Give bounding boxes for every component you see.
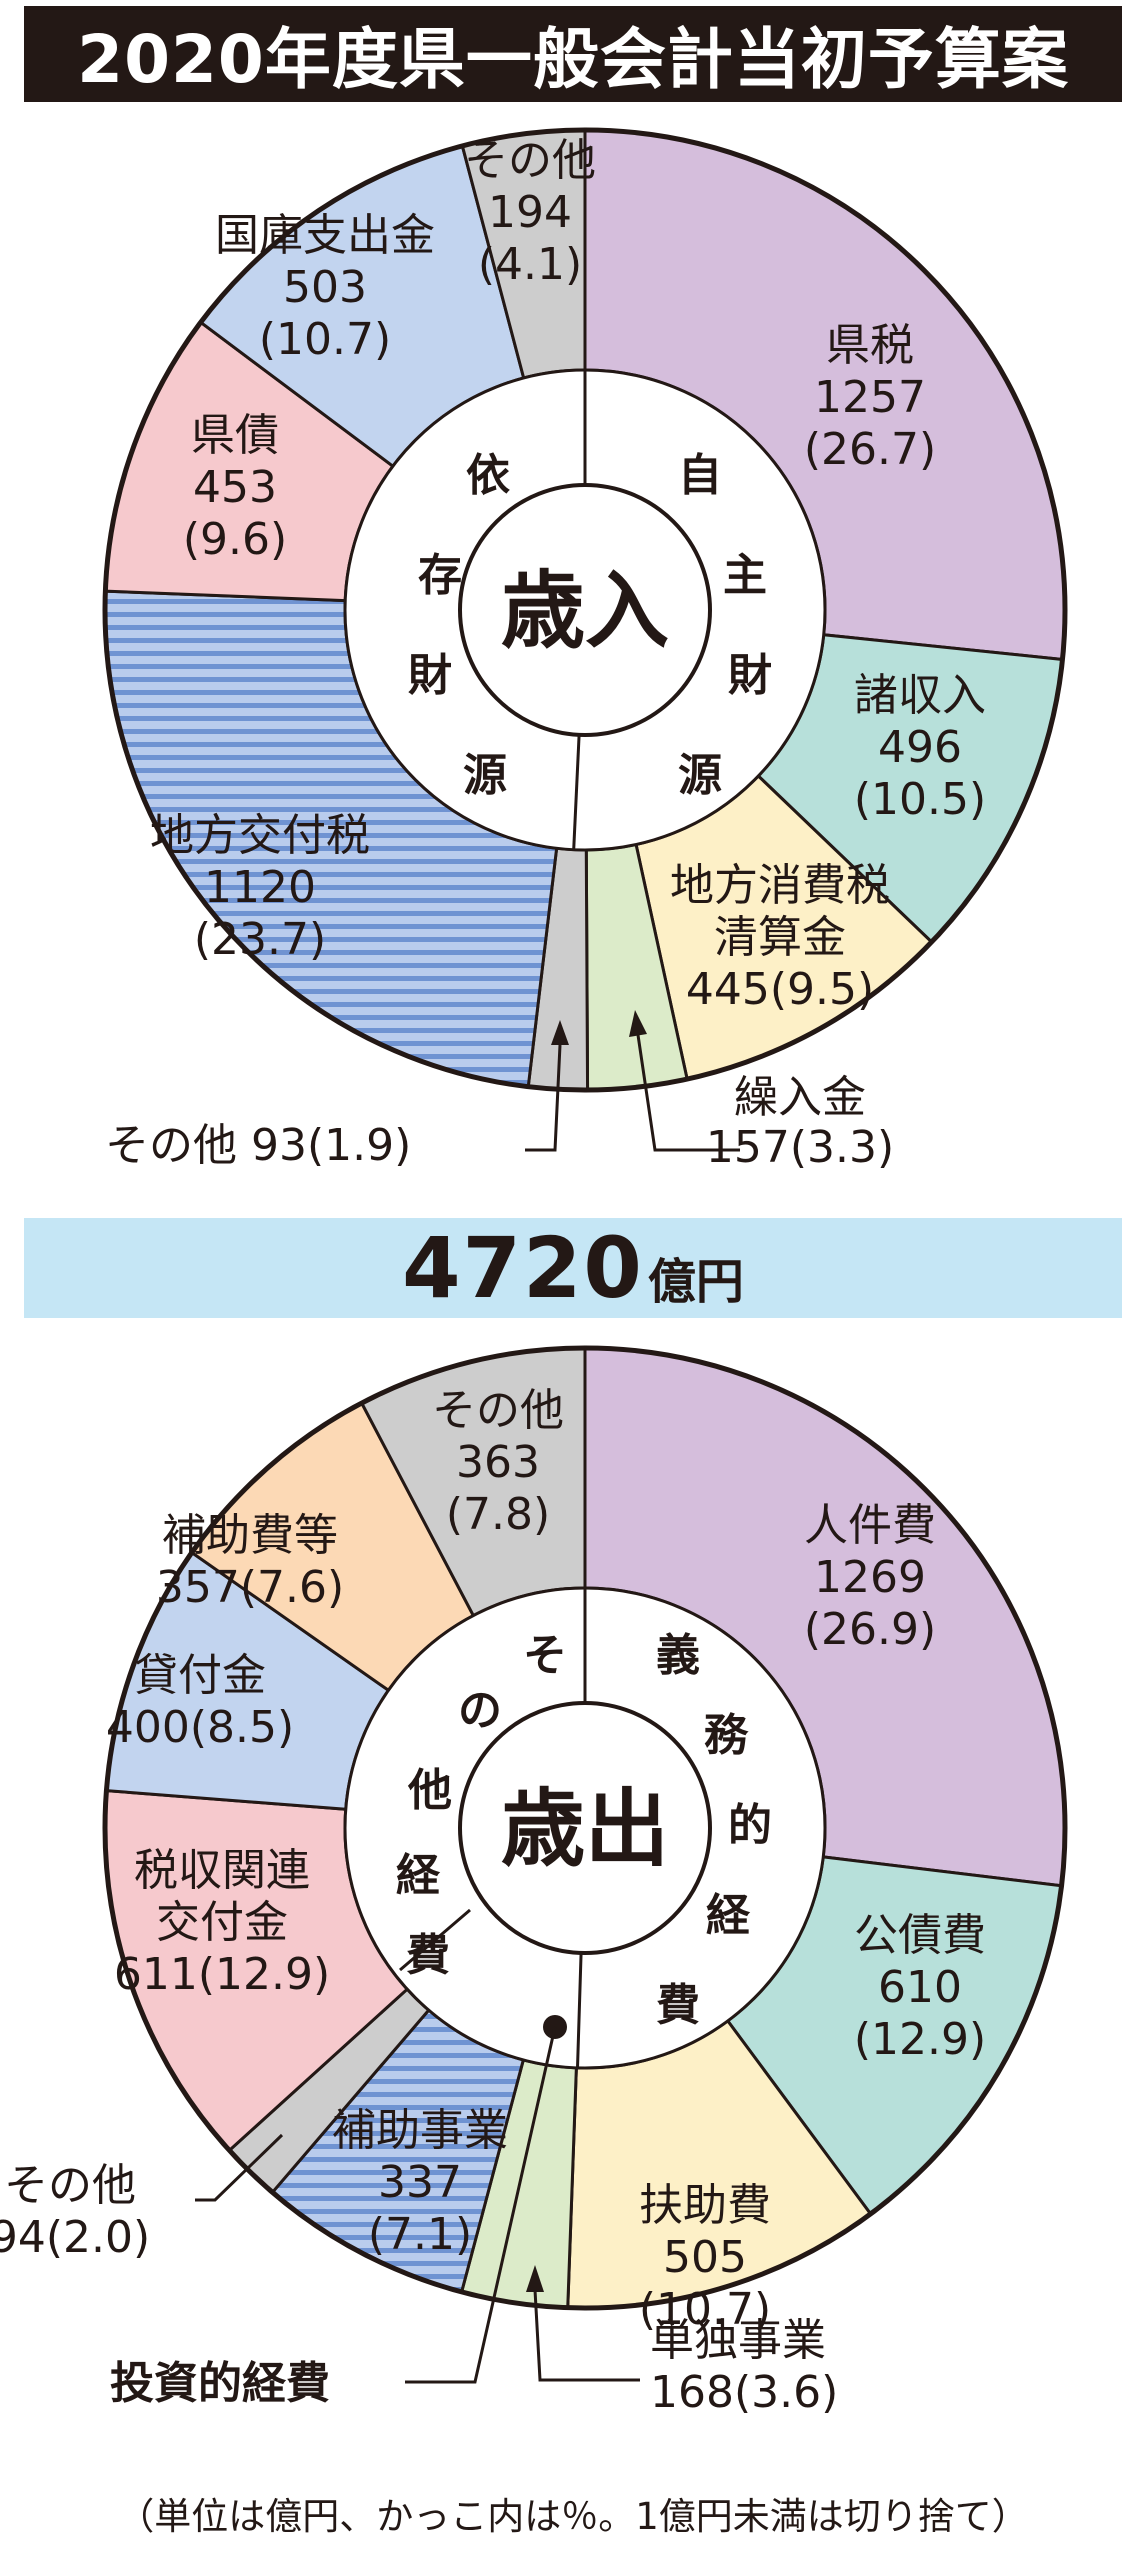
label-shoshunyu: 諸収入 496 (10.5): [854, 670, 986, 825]
arrow-tandoku: [526, 2265, 544, 2292]
label-chihoshohizei: 地方消費税清算金 445(9.5): [670, 860, 890, 1015]
group-char-obligatory: 経: [706, 1890, 751, 1941]
label-kenzei: 県税 1257 (26.7): [804, 320, 936, 475]
label-sonota-363: その他 363 (7.8): [432, 1385, 564, 1540]
group-divider: [575, 1952, 583, 2068]
group-char-self: 主: [723, 550, 767, 601]
label-kurirekin-name: 繰入金: [734, 1072, 866, 1123]
group-char-other: の: [458, 1685, 502, 1736]
label-sonota-93: その他 93(1.9): [105, 1120, 411, 1171]
group-char-other: そ: [523, 1630, 567, 1681]
leader-investment: [405, 2026, 557, 2384]
label-fujohi: 扶助費 505 (10.7): [639, 2180, 771, 2335]
leader-sonota-93: [525, 1044, 562, 1152]
label-kensai: 県債 453 (9.6): [183, 410, 287, 565]
group-char-dependent: 源: [463, 750, 507, 801]
label-zeishu: 税収関連交付金 611(12.9): [114, 1845, 330, 2000]
label-tandoku: 単独事業 168(3.6): [650, 2315, 838, 2418]
group-char-dependent: 財: [408, 650, 452, 701]
group-char-self: 源: [678, 750, 722, 801]
arrow-sonota-93: [551, 1020, 569, 1045]
label-sonota-94: その他 94(2.0): [0, 2160, 150, 2263]
group-char-obligatory: 費: [656, 1980, 700, 2031]
label-kashitsuke: 貸付金 400(8.5): [106, 1650, 294, 1753]
group-char-dependent: 依: [466, 450, 510, 501]
group-char-dependent: 存: [418, 550, 462, 601]
label-chihokofuzei: 地方交付税 1120 (23.7): [150, 810, 370, 965]
leader-kurirekin: [636, 1034, 740, 1152]
label-hojohi: 補助費等 357(7.6): [156, 1510, 344, 1613]
label-hojo-jigyo: 補助事業 337 (7.1): [332, 2105, 508, 2260]
group-char-other: 経: [396, 1850, 441, 1901]
group-char-self: 自: [678, 450, 722, 501]
group-char-self: 財: [728, 650, 772, 701]
group-label-investment: 投資的経費: [110, 2358, 330, 2409]
label-jinkenhi: 人件費 1269 (26.9): [804, 1500, 936, 1655]
outer-ring: [102, 127, 1068, 1093]
group-char-obligatory: 務: [704, 1710, 749, 1761]
center-title: 歳出: [501, 1780, 669, 1878]
group-char-other: 他: [407, 1765, 452, 1816]
total-budget-unit: 億円: [647, 1254, 744, 1310]
page-title: 2020年度県一般会計当初予算案: [24, 6, 1122, 102]
total-budget-value: 4720: [402, 1219, 644, 1317]
group-char-obligatory: 義: [656, 1630, 700, 1681]
group-divider: [572, 734, 581, 850]
leader-tandoku: [533, 2289, 640, 2382]
label-kurirekin-value: 157(3.3): [706, 1122, 894, 1173]
total-budget-banner: 4720 億円: [24, 1218, 1122, 1318]
leader-sonota-94: [195, 2133, 284, 2202]
group-divider: [399, 1908, 471, 1972]
label-kosaihi: 公債費 610 (12.9): [854, 1910, 986, 2065]
outer-ring: [102, 1345, 1068, 2311]
footnote: （単位は億円、かっこ内は％。1億円未満は切り捨て）: [117, 2495, 1029, 2538]
center-title: 歳入: [501, 562, 669, 660]
group-char-obligatory: 的: [728, 1800, 772, 1851]
group-char-other: 費: [406, 1930, 450, 1981]
label-sonota-194: その他 194 (4.1): [464, 135, 596, 290]
arrow-kurirekin: [629, 1010, 647, 1037]
label-kokko: 国庫支出金 503 (10.7): [215, 210, 435, 365]
